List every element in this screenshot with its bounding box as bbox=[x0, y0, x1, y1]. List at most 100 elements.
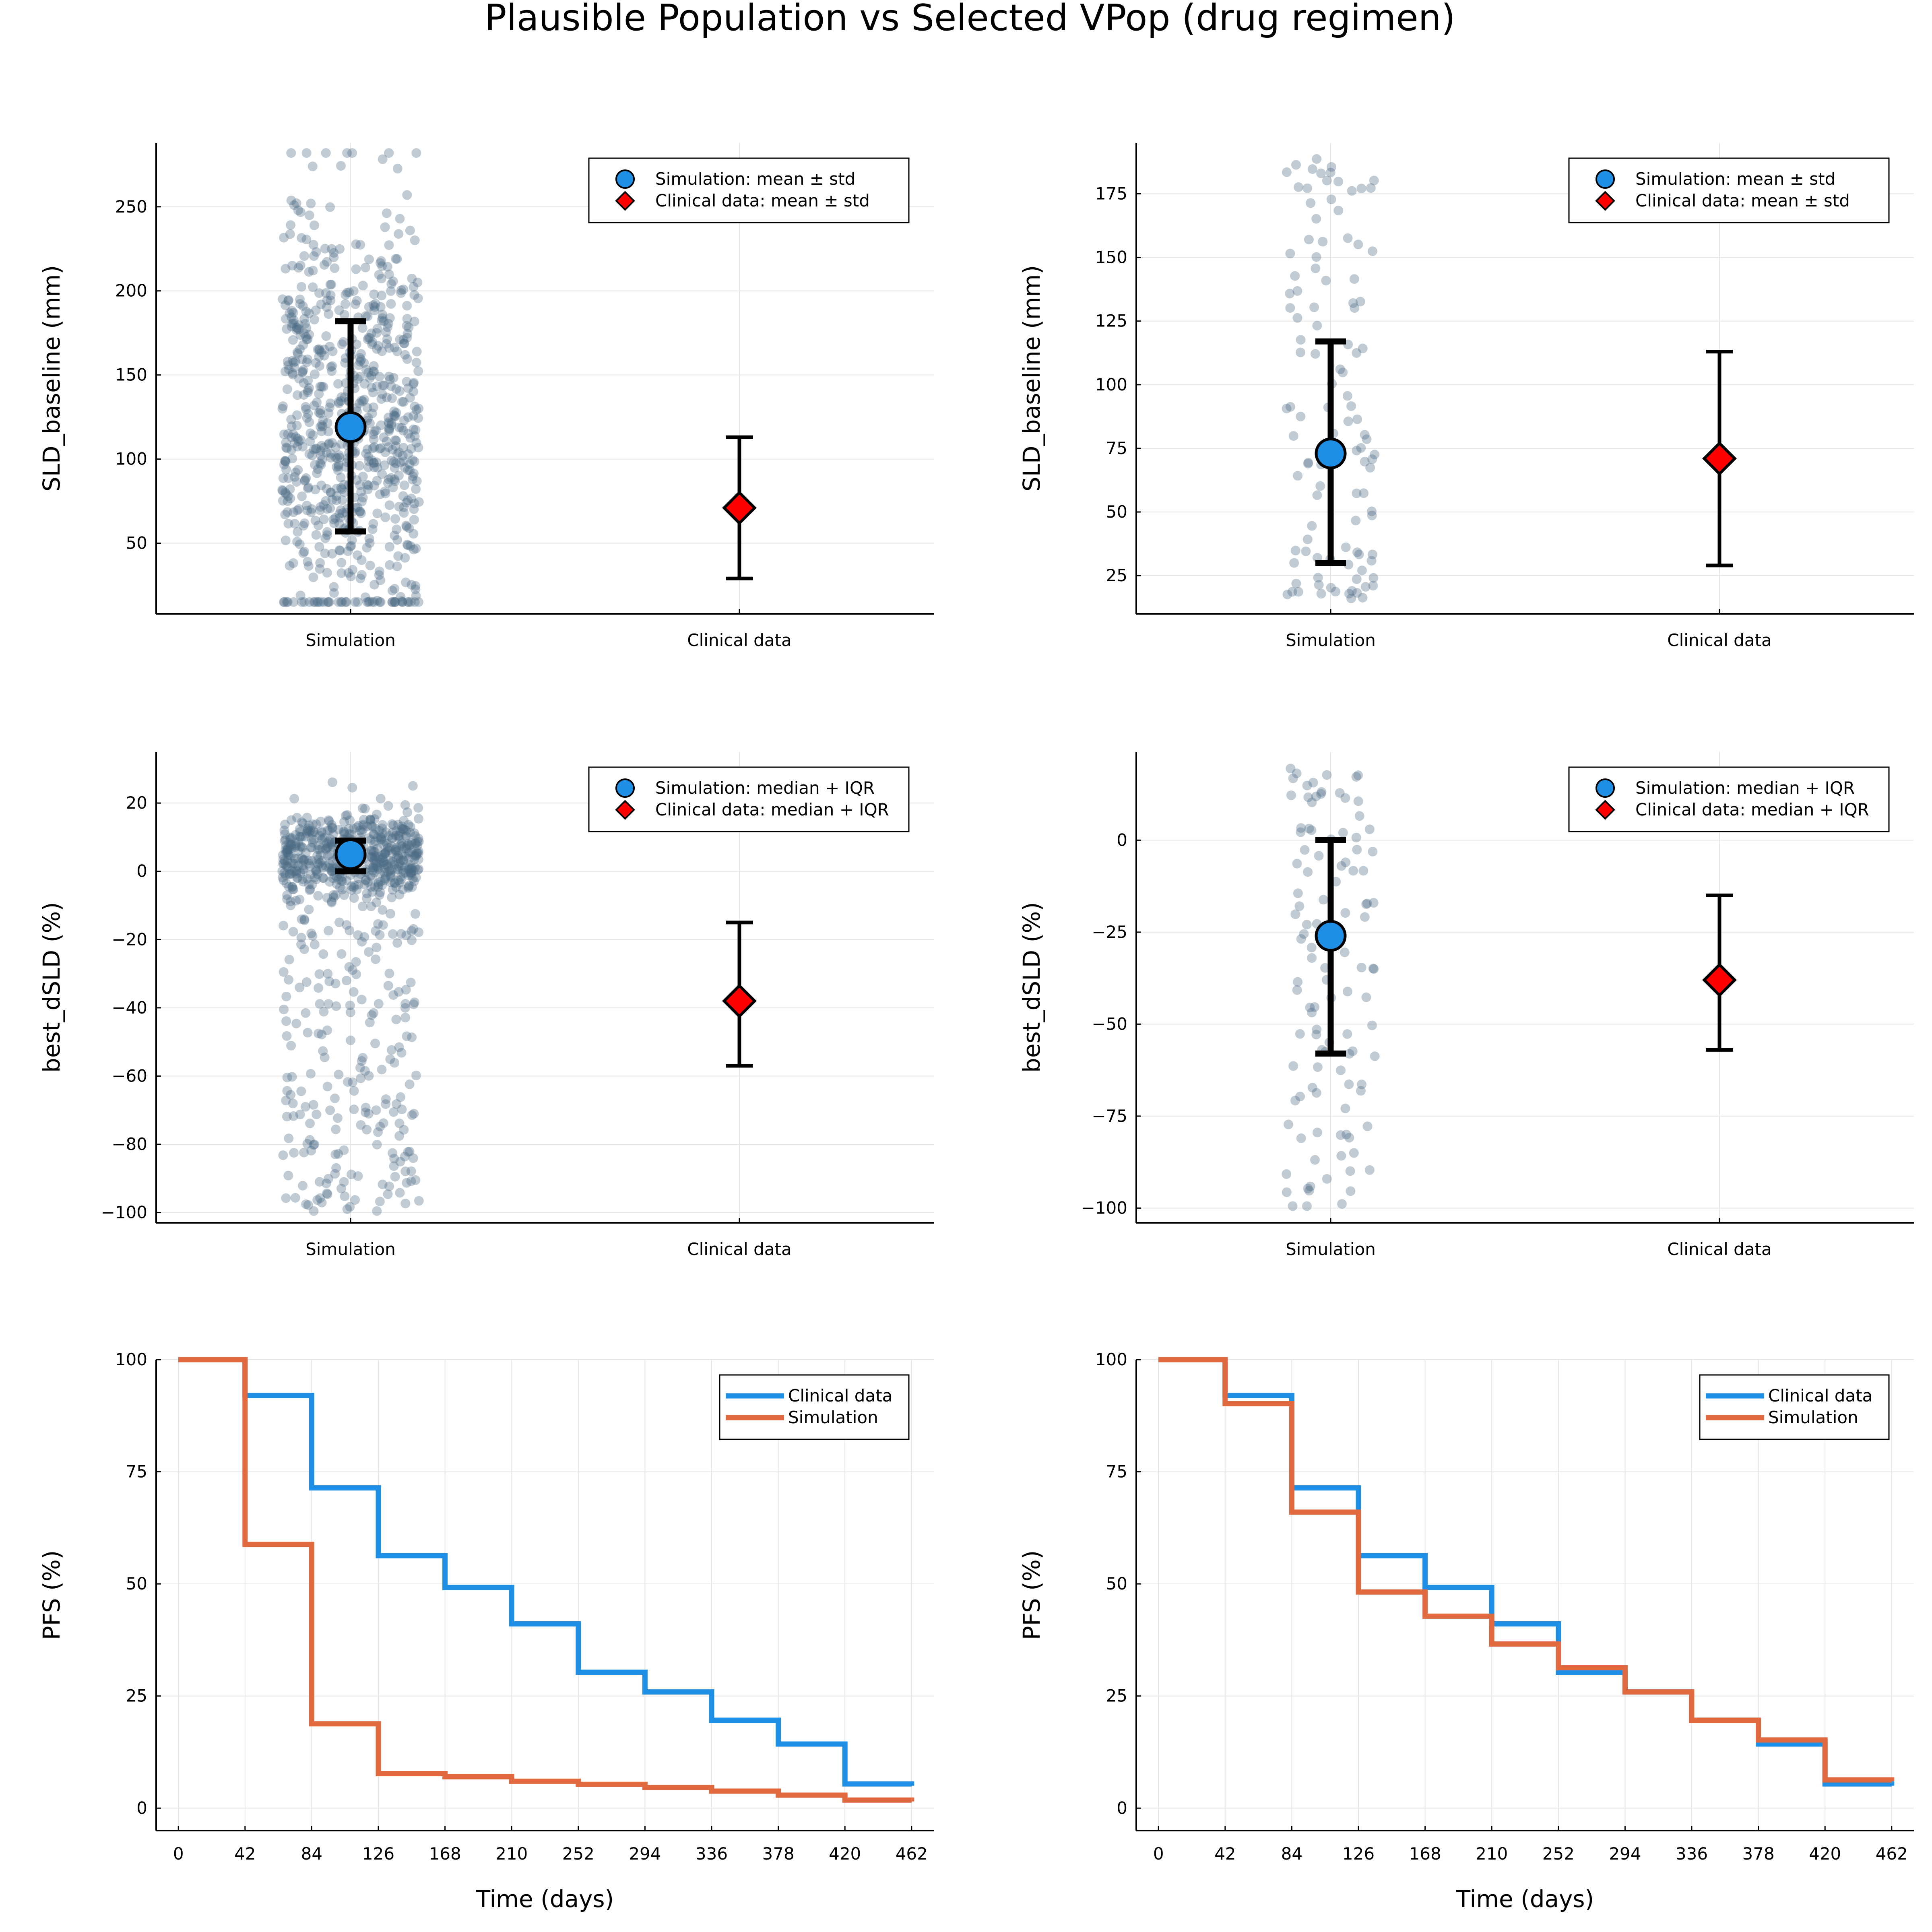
scatter-point bbox=[310, 1139, 319, 1150]
scatter-point bbox=[402, 314, 412, 324]
scatter-point bbox=[303, 334, 313, 344]
scatter-point bbox=[367, 444, 378, 454]
scatter-point bbox=[334, 450, 344, 460]
scatter-point bbox=[411, 591, 421, 601]
scatter-point bbox=[384, 269, 394, 279]
scatter-point bbox=[324, 815, 334, 825]
scatter-point bbox=[404, 597, 414, 607]
scatter-point bbox=[286, 859, 296, 869]
scatter-point bbox=[307, 834, 317, 844]
scatter-point bbox=[382, 208, 392, 218]
scatter-point bbox=[295, 590, 305, 601]
scatter-point bbox=[298, 877, 308, 887]
scatter-point bbox=[375, 597, 385, 607]
scatter-point bbox=[409, 386, 419, 396]
scatter-point bbox=[1307, 797, 1317, 807]
scatter-point bbox=[1368, 549, 1377, 559]
scatter-point bbox=[330, 452, 341, 462]
scatter-point bbox=[337, 885, 347, 895]
scatter-point bbox=[397, 841, 407, 851]
scatter-point bbox=[404, 881, 414, 892]
scatter-point bbox=[1343, 233, 1353, 243]
scatter-point bbox=[372, 344, 382, 354]
scatter-point bbox=[309, 828, 319, 838]
panel-top-left-ytick-label: 200 bbox=[115, 281, 147, 301]
scatter-point bbox=[283, 845, 293, 855]
scatter-point bbox=[401, 520, 411, 530]
panel-bottom-right-ylabel: PFS (%) bbox=[1018, 1550, 1045, 1640]
scatter-point bbox=[322, 527, 332, 537]
scatter-point bbox=[295, 842, 305, 852]
scatter-point bbox=[363, 597, 374, 607]
scatter-point bbox=[282, 443, 292, 453]
scatter-point bbox=[394, 890, 405, 900]
scatter-point bbox=[317, 420, 327, 430]
scatter-point bbox=[384, 500, 394, 510]
panel-bottom-left-xtick-label: 84 bbox=[301, 1844, 322, 1864]
scatter-point bbox=[392, 524, 402, 535]
scatter-point bbox=[1304, 235, 1314, 245]
scatter-point bbox=[390, 584, 400, 594]
scatter-point bbox=[310, 516, 320, 526]
scatter-point bbox=[293, 873, 303, 883]
scatter-point bbox=[1296, 347, 1305, 357]
scatter-point bbox=[401, 826, 411, 836]
legend-clinical-label: Clinical data: median + IQR bbox=[655, 800, 889, 819]
scatter-point bbox=[1361, 899, 1371, 909]
scatter-point bbox=[405, 1147, 415, 1156]
scatter-point bbox=[402, 301, 412, 311]
scatter-point bbox=[408, 781, 418, 791]
scatter-point bbox=[283, 847, 292, 857]
panel-top-right-category-label: Simulation bbox=[1286, 630, 1376, 650]
scatter-point bbox=[279, 967, 289, 977]
scatter-point bbox=[346, 541, 356, 551]
scatter-point bbox=[1366, 183, 1376, 193]
scatter-point bbox=[394, 862, 404, 872]
scatter-point bbox=[383, 801, 393, 811]
scatter-point bbox=[1342, 1129, 1351, 1139]
scatter-point bbox=[324, 850, 334, 860]
scatter-point bbox=[376, 394, 386, 404]
scatter-point bbox=[1316, 589, 1326, 599]
scatter-point bbox=[1311, 1030, 1321, 1040]
scatter-point bbox=[289, 867, 299, 877]
scatter-point bbox=[369, 814, 380, 824]
panel-top-right-simulation-marker bbox=[1315, 438, 1347, 470]
panel-top-left-category-label: Simulation bbox=[305, 630, 396, 650]
scatter-point bbox=[358, 396, 368, 406]
scatter-point bbox=[406, 863, 416, 873]
scatter-point bbox=[400, 868, 411, 878]
scatter-point bbox=[402, 540, 412, 550]
scatter-point bbox=[296, 939, 306, 949]
scatter-point bbox=[325, 341, 335, 351]
scatter-point bbox=[281, 264, 291, 274]
scatter-point bbox=[411, 357, 421, 367]
scatter-point bbox=[306, 198, 316, 208]
scatter-point bbox=[384, 418, 394, 428]
scatter-point bbox=[359, 394, 369, 405]
scatter-point bbox=[1360, 582, 1371, 592]
scatter-point bbox=[1354, 549, 1364, 559]
scatter-point bbox=[1341, 857, 1351, 867]
scatter-point bbox=[312, 1109, 322, 1119]
scatter-point bbox=[369, 840, 379, 850]
scatter-point bbox=[413, 803, 423, 813]
scatter-point bbox=[384, 474, 394, 484]
scatter-point bbox=[392, 561, 402, 572]
scatter-point bbox=[317, 1030, 327, 1040]
scatter-point bbox=[316, 299, 326, 310]
scatter-point bbox=[329, 588, 339, 598]
panel-bottom-right: 0 42 84 126 168 210 252 294 336 378 420 46202550751… bbox=[1018, 1350, 1914, 1913]
scatter-point bbox=[1316, 789, 1326, 799]
scatter-point bbox=[380, 488, 390, 498]
scatter-point bbox=[336, 505, 346, 515]
scatter-point bbox=[297, 491, 307, 502]
scatter-point bbox=[411, 425, 421, 435]
scatter-point bbox=[283, 357, 293, 367]
scatter-point bbox=[337, 597, 347, 607]
scatter-point bbox=[1321, 276, 1331, 286]
scatter-point bbox=[341, 597, 351, 607]
scatter-point bbox=[1293, 587, 1303, 597]
scatter-point bbox=[284, 955, 294, 965]
scatter-point bbox=[1307, 825, 1317, 835]
